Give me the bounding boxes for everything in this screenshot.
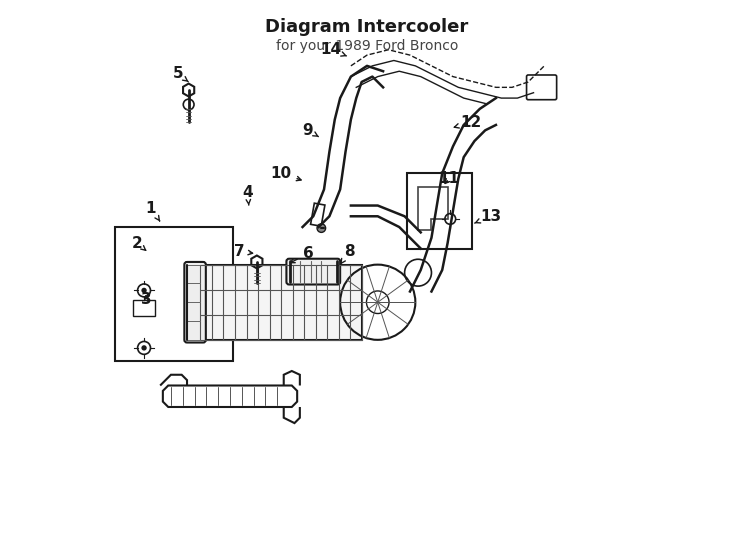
- Text: 2: 2: [131, 235, 146, 251]
- Text: 7: 7: [234, 244, 252, 259]
- Text: 1: 1: [146, 201, 160, 221]
- Bar: [200, 265, 362, 340]
- Text: 12: 12: [454, 115, 482, 130]
- Text: Diagram Intercooler: Diagram Intercooler: [266, 17, 468, 36]
- Text: 6: 6: [290, 246, 313, 262]
- Text: for your 1989 Ford Bronco: for your 1989 Ford Bronco: [276, 39, 458, 53]
- Text: 3: 3: [142, 292, 152, 307]
- Text: 9: 9: [302, 123, 319, 138]
- Circle shape: [142, 288, 147, 293]
- FancyBboxPatch shape: [286, 259, 340, 285]
- Text: 5: 5: [172, 66, 188, 82]
- Text: 4: 4: [242, 185, 253, 205]
- Bar: [310, 203, 325, 226]
- FancyBboxPatch shape: [184, 262, 206, 342]
- Text: 13: 13: [475, 209, 501, 224]
- Circle shape: [142, 345, 147, 350]
- Text: 10: 10: [271, 166, 301, 181]
- Circle shape: [317, 224, 326, 232]
- Text: 14: 14: [320, 42, 346, 57]
- Text: 11: 11: [439, 171, 459, 186]
- Text: 8: 8: [341, 244, 355, 264]
